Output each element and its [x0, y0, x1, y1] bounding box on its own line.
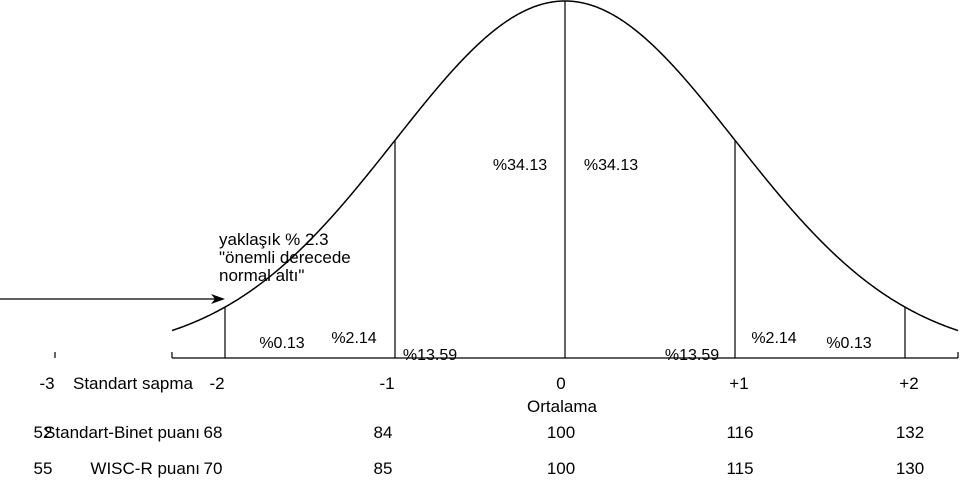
row-2-value-3: 68	[204, 423, 223, 442]
percentage-label-2: %2.14	[331, 330, 376, 347]
row-label-3: WISC-R puanı	[90, 459, 200, 478]
mean-label: Ortalama	[527, 397, 597, 416]
row-1-value-4: -1	[379, 374, 394, 393]
annotation-line-3: normal altı"	[219, 266, 304, 285]
percentage-label-7: %2.14	[751, 330, 796, 347]
percentage-label-6: %13.59	[665, 347, 719, 364]
percentage-label-5: %34.13	[584, 157, 638, 174]
row-3-value-5: 100	[547, 459, 575, 478]
row-2-value-6: 116	[726, 423, 753, 442]
percentage-label-1: %0.13	[259, 335, 304, 352]
row-3-value-6: 115	[726, 459, 753, 478]
row-1-value-5: 0	[556, 374, 565, 393]
row-1-value-6: +1	[729, 374, 748, 393]
annotation-arrow-right-head	[211, 294, 225, 304]
row-1-value-3: -2	[209, 374, 224, 393]
row-label-2: Standart-Binet puanı	[44, 423, 200, 442]
row-2-value-7: 132	[896, 423, 924, 442]
annotation-line-2: "önemli derecede	[219, 248, 351, 267]
row-1-value-7: +2	[899, 374, 918, 393]
row-label-1: Standart sapma	[73, 374, 194, 393]
annotation-line-1: yaklaşık % 2.3	[219, 230, 329, 249]
row-1-value-2: -3	[39, 374, 54, 393]
row-2-value-5: 100	[547, 423, 575, 442]
row-3-value-4: 85	[374, 459, 393, 478]
percentage-label-8: %0.13	[826, 335, 871, 352]
percentage-label-3: %13.59	[403, 347, 457, 364]
percentage-label-4: %34.13	[493, 157, 547, 174]
row-3-value-2: 55	[34, 459, 53, 478]
row-2-value-2: 52	[34, 423, 53, 442]
row-3-value-7: 130	[896, 459, 924, 478]
row-3-value-3: 70	[204, 459, 223, 478]
row-2-value-4: 84	[374, 423, 393, 442]
